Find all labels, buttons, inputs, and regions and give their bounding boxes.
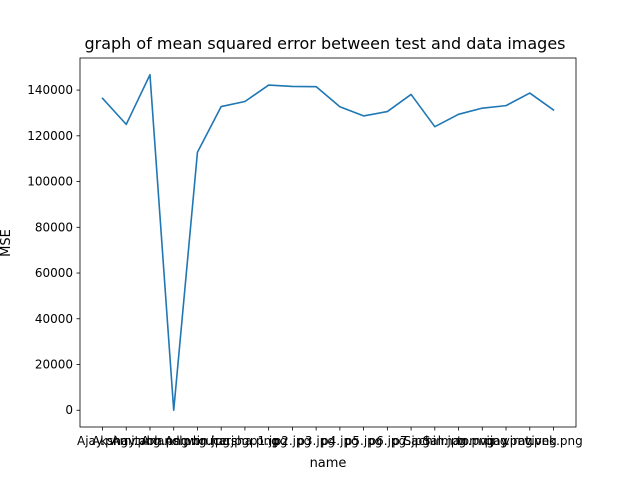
x-tick-label: Amitabh.png <box>111 434 188 448</box>
x-tick-label: Ashwin.jpg <box>165 434 230 448</box>
series-line <box>101 73 555 412</box>
x-tick-label: tom.png <box>457 434 507 448</box>
x-tick-label: bruce.jpg <box>193 434 250 448</box>
y-tick-label: 100000 <box>27 175 73 189</box>
x-tick-label: p3.jpg <box>297 434 335 448</box>
y-tick-label: 80000 <box>35 220 73 234</box>
x-tick-label: p5.jpg <box>345 434 383 448</box>
x-tick-label: Akshay.png <box>92 434 160 448</box>
x-tick-label: vivek.png <box>524 434 583 448</box>
x-tick-label: p2.jpg <box>274 434 312 448</box>
y-tick-label: 140000 <box>27 83 73 97</box>
y-tick-label: 20000 <box>35 358 73 372</box>
x-tick-label: Sachin.jpg <box>404 434 467 448</box>
plot-frame <box>79 57 577 428</box>
chart-title: graph of mean squared error between test… <box>84 34 565 53</box>
x-tick-label: p7.jpg <box>392 434 430 448</box>
x-tick-label: p6.jpg <box>369 434 407 448</box>
y-tick-label: 0 <box>65 403 73 417</box>
x-tick-label: p1.jpg <box>250 434 288 448</box>
x-axis-label: name <box>310 456 347 471</box>
x-tick-label: Anand.png <box>141 434 206 448</box>
x-axis-ticks: Ajay.pngAkshay.pngAmitabh.pngAnand.pngAs… <box>77 427 583 448</box>
x-tick-label: Ajay.png <box>77 434 128 448</box>
x-tick-label: Salman.png <box>423 434 495 448</box>
y-axis-ticks: 0 20000 40000 60000 80000 100000 120000 140000 <box>27 83 80 417</box>
x-tick-label: vijay.png <box>479 434 532 448</box>
y-axis-label: MSE <box>0 229 14 257</box>
y-tick-label: 120000 <box>27 129 73 143</box>
x-tick-label: harsha.png <box>211 434 279 448</box>
y-tick-label: 40000 <box>35 312 73 326</box>
y-tick-label: 60000 <box>35 266 73 280</box>
x-tick-label: virat.png <box>503 434 557 448</box>
x-tick-label: p4.jpg <box>321 434 359 448</box>
